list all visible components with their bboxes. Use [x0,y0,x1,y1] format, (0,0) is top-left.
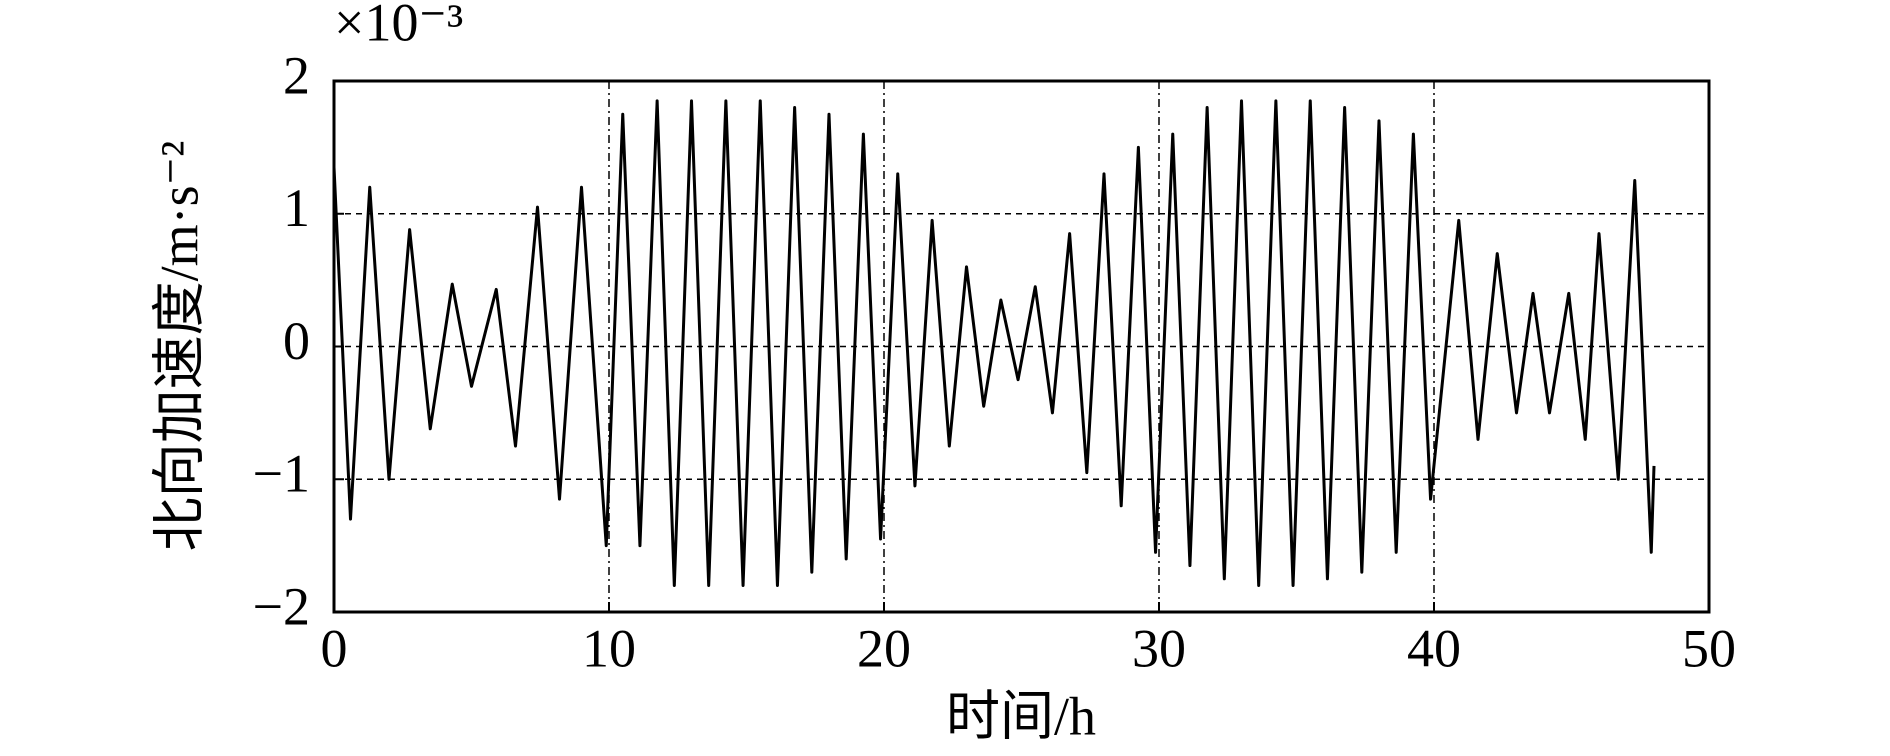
x-tick-label: 20 [857,618,911,678]
data-line [332,99,1656,587]
x-tick-label: 40 [1407,618,1461,678]
x-axis-label: 时间/h [946,686,1096,746]
x-tick-label: 50 [1682,618,1736,678]
y-multiplier: ×10⁻³ [334,0,463,52]
y-tick-label: 2 [283,45,310,105]
y-axis-label: 北向加速度/m·s⁻² [149,141,209,552]
y-tick-label: 0 [283,311,310,371]
x-tick-label: 10 [582,618,636,678]
y-tick-label: −2 [253,576,310,636]
plot-frame [332,79,1711,614]
y-tick-label: 1 [283,178,310,238]
x-tick-label: 30 [1132,618,1186,678]
y-tick-label: −1 [253,444,310,504]
x-tick-label: 0 [321,618,348,678]
